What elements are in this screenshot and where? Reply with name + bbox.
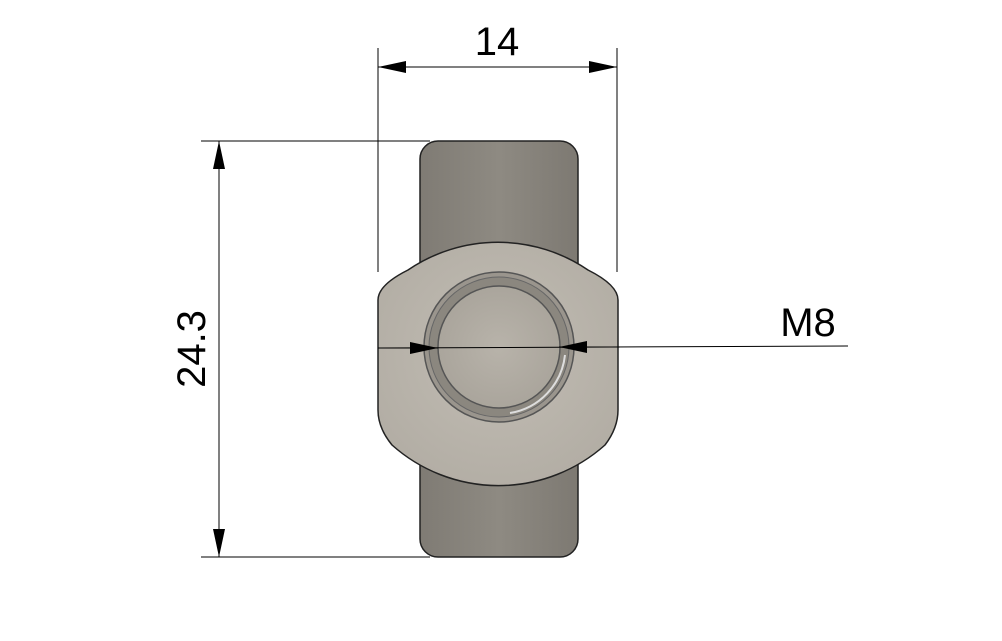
height-dimension-label: 24.3 [170, 310, 214, 388]
width-dimension: 14 [377, 20, 618, 272]
thread-callout: M8 [377, 301, 849, 354]
thread-start-mark [509, 354, 566, 414]
height-dimension: 24.3 [170, 140, 430, 558]
thread-size-label: M8 [780, 301, 836, 345]
t-nut-part [377, 140, 619, 558]
width-dimension-label: 14 [475, 20, 520, 64]
